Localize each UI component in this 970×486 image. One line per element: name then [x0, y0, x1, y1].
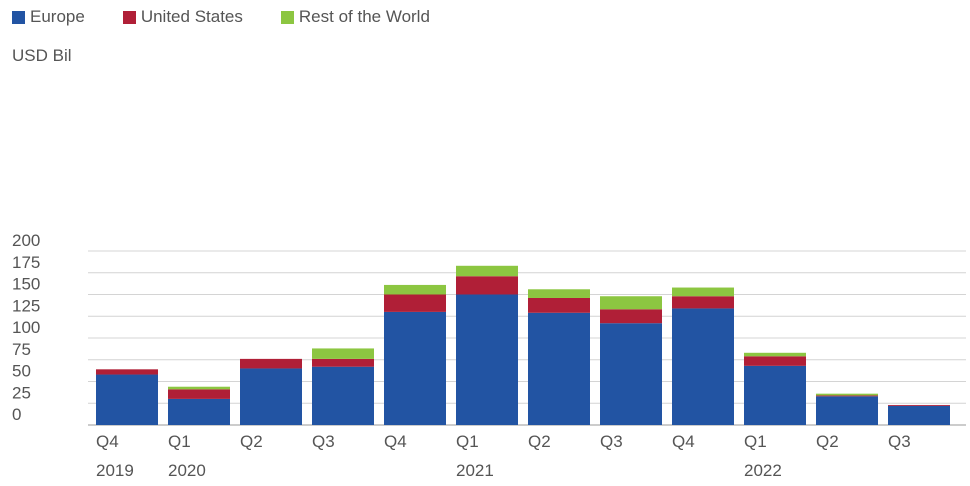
bar-united-states: [600, 309, 662, 324]
x-tick-label: Q3: [312, 432, 335, 451]
bar-rest-of-the-world: [744, 352, 806, 357]
x-tick-label: Q2: [816, 432, 839, 451]
legend-item-europe: Europe: [12, 7, 85, 27]
legend-swatch-rest-of-world: [280, 10, 294, 24]
bar-europe: [600, 323, 662, 425]
bar-united-states: [528, 297, 590, 313]
x-tick-label: Q4: [672, 432, 695, 451]
chart-legend: Europe United States Rest of the World: [12, 6, 468, 28]
bar-europe: [96, 374, 158, 425]
bar-united-states: [384, 294, 446, 312]
y-axis-label: USD Bil: [12, 46, 72, 65]
bar-united-states: [744, 356, 806, 366]
y-tick-label: 25: [12, 383, 31, 402]
y-tick-label: 150: [12, 275, 40, 294]
legend-item-rest-of-world: Rest of the World: [280, 7, 430, 27]
bar-united-states: [672, 296, 734, 309]
bar-united-states: [240, 358, 302, 369]
legend-item-united-states: United States: [122, 7, 243, 27]
bar-rest-of-the-world: [816, 393, 878, 396]
bar-europe: [168, 398, 230, 425]
x-tick-label: Q1: [744, 432, 767, 451]
legend-label-united-states: United States: [140, 7, 243, 26]
bar-europe: [816, 396, 878, 425]
bar-united-states: [168, 389, 230, 399]
x-tick-label: Q3: [600, 432, 623, 451]
bar-europe: [312, 366, 374, 425]
bar-europe: [528, 312, 590, 425]
bar-united-states: [816, 395, 878, 397]
legend-swatch-europe: [12, 10, 25, 24]
bar-europe: [744, 365, 806, 425]
bar-united-states: [888, 404, 950, 406]
bar-europe: [240, 368, 302, 425]
y-tick-label: 50: [12, 362, 31, 381]
y-tick-label: 100: [12, 318, 40, 337]
bar-europe: [888, 405, 950, 425]
bar-united-states: [312, 358, 374, 367]
bar-rest-of-the-world: [456, 265, 518, 277]
x-year-label: 2021: [456, 461, 494, 480]
x-year-label: 2020: [168, 461, 206, 480]
y-tick-label: 0: [12, 405, 21, 424]
x-year-label: 2022: [744, 461, 782, 480]
x-tick-label: Q1: [168, 432, 191, 451]
x-tick-label: Q2: [528, 432, 551, 451]
bar-rest-of-the-world: [384, 284, 446, 295]
legend-swatch-united-states: [122, 10, 136, 24]
bar-rest-of-the-world: [168, 386, 230, 390]
y-tick-label: 175: [12, 253, 40, 272]
bar-rest-of-the-world: [528, 289, 590, 298]
bar-rest-of-the-world: [600, 296, 662, 310]
x-tick-label: Q4: [96, 432, 119, 451]
bar-europe: [456, 294, 518, 425]
y-tick-label: 200: [12, 231, 40, 250]
bar-rest-of-the-world: [312, 348, 374, 359]
x-tick-label: Q3: [888, 432, 911, 451]
bar-united-states: [96, 369, 158, 375]
legend-label-rest-of-world: Rest of the World: [298, 7, 430, 26]
bar-united-states: [456, 276, 518, 295]
y-tick-label: 125: [12, 296, 40, 315]
bar-europe: [384, 311, 446, 425]
x-tick-label: Q1: [456, 432, 479, 451]
bar-rest-of-the-world: [672, 287, 734, 297]
x-year-label: 2019: [96, 461, 134, 480]
x-tick-label: Q2: [240, 432, 263, 451]
x-tick-label: Q4: [384, 432, 407, 451]
y-tick-label: 75: [12, 340, 31, 359]
bar-europe: [672, 308, 734, 425]
legend-label-europe: Europe: [30, 7, 85, 26]
